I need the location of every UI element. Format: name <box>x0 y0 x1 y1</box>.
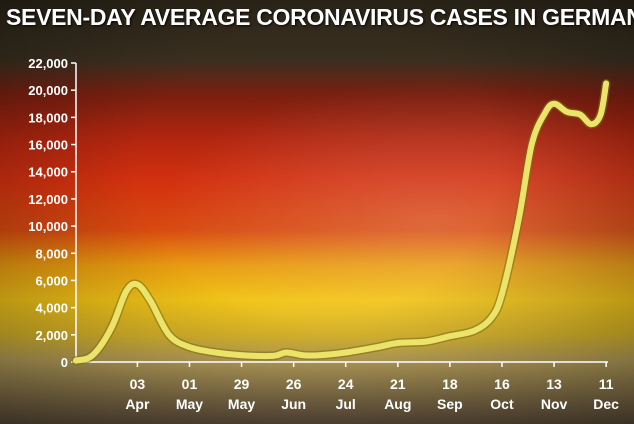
series-group <box>71 78 611 366</box>
y-tick-label: 16,000 <box>28 138 68 153</box>
x-tick-month-label: May <box>176 396 203 412</box>
chart-title: SEVEN-DAY AVERAGE CORONAVIRUS CASES IN G… <box>6 4 634 30</box>
y-tick-label: 0 <box>61 355 68 370</box>
x-tick-day-label: 01 <box>182 376 198 392</box>
x-tick-day-label: 26 <box>286 376 302 392</box>
x-tick-month-label: Sep <box>437 396 463 412</box>
x-tick-month-label: Apr <box>125 396 150 412</box>
x-tick-month-label: Jul <box>336 396 356 412</box>
y-tick-label: 12,000 <box>28 192 68 207</box>
x-tick-day-label: 16 <box>494 376 510 392</box>
x-tick-month-label: Dec <box>593 396 619 412</box>
x-tick-month-label: Nov <box>541 396 568 412</box>
x-tick-day-label: 29 <box>234 376 250 392</box>
x-tick-day-label: 11 <box>599 376 614 392</box>
y-tick-label: 14,000 <box>28 165 68 180</box>
y-tick-label: 4,000 <box>35 301 68 316</box>
y-tick-label: 10,000 <box>28 219 68 234</box>
y-axis-ticks: 0 2,000 4,000 6,000 8,000 10,000 12,000 14,000 1… <box>28 56 76 370</box>
x-tick-day-label: 18 <box>442 376 458 392</box>
series-line <box>73 80 610 364</box>
x-tick-day-label: 24 <box>338 376 354 392</box>
x-axis-ticks: 03 Apr 01 May 29 May 26 Jun 24 Jul 21 Aug 18 Sep 16 Oct… <box>125 362 619 412</box>
x-tick-month-label: Aug <box>384 396 411 412</box>
x-tick-month-label: Oct <box>490 396 514 412</box>
y-tick-label: 8,000 <box>35 246 68 261</box>
x-tick-month-label: Jun <box>281 396 306 412</box>
x-tick-day-label: 13 <box>546 376 562 392</box>
y-tick-label: 18,000 <box>28 110 68 125</box>
series-line-outline <box>71 78 611 366</box>
x-tick-month-label: May <box>228 396 255 412</box>
y-tick-label: 6,000 <box>35 273 68 288</box>
y-tick-label: 2,000 <box>35 328 68 343</box>
x-tick-day-label: 21 <box>390 376 406 392</box>
y-tick-label: 22,000 <box>28 56 68 71</box>
x-tick-day-label: 03 <box>130 376 146 392</box>
chart-axes <box>75 63 608 363</box>
y-tick-label: 20,000 <box>28 83 68 98</box>
